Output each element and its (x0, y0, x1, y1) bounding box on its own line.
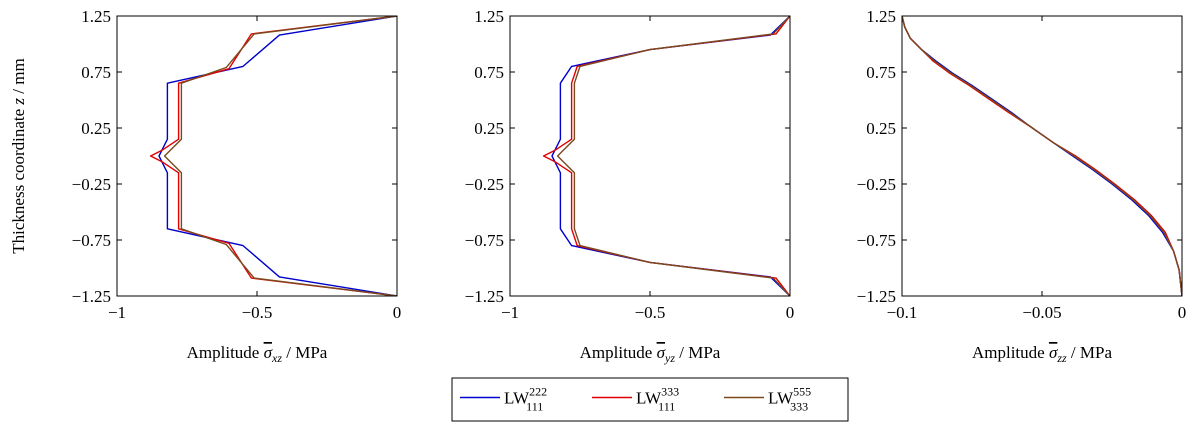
y-tick-label: −0.75 (857, 231, 896, 250)
series-line-lw222 (158, 16, 397, 296)
y-tick-label: 0.25 (474, 119, 504, 138)
x-tick-label: 0 (786, 303, 795, 322)
x-tick-label: 0 (1178, 303, 1187, 322)
y-tick-label: 1.25 (474, 7, 504, 26)
legend-box (451, 377, 849, 422)
y-tick-label: 1.25 (81, 7, 111, 26)
x-axis-label: Amplitude σyz / MPa (580, 343, 721, 365)
y-tick-label: −0.25 (857, 175, 896, 194)
series-line-lw333 (149, 16, 397, 296)
x-tick-label: −0.1 (887, 303, 918, 322)
y-tick-label: 0.25 (81, 119, 111, 138)
x-axis-label: Amplitude σxz / MPa (187, 343, 328, 365)
legend-label: LW555 333 (768, 385, 811, 414)
legend-entry-lw333: LW333 111 (592, 385, 679, 414)
legend-entry-lw555: LW555 333 (724, 385, 811, 414)
y-tick-label: −0.25 (72, 175, 111, 194)
plots: −1 −0.5 0 1.25 0.75 0.25 −0.25 −0.75 −1.25 Amplit… (9, 7, 1186, 365)
series-line-lw222 (902, 16, 1182, 296)
y-tick-label: −1.25 (72, 287, 111, 306)
series-line-lw333 (902, 16, 1182, 296)
y-tick-label: −0.25 (465, 175, 504, 194)
x-tick-label: −1 (108, 303, 126, 322)
panel-3: −0.1 −0.05 0 1.25 0.75 0.25 −0.25 −0.75 −1.25 Amp… (857, 7, 1187, 365)
series-line-lw555 (163, 16, 397, 296)
x-tick-label: −0.5 (635, 303, 666, 322)
y-tick-label: 0.75 (81, 63, 111, 82)
y-tick-label: −1.25 (465, 287, 504, 306)
y-tick-label: −0.75 (72, 231, 111, 250)
y-axis-label: Thickness coordinate z / mm (9, 58, 28, 253)
x-tick-label: 0 (393, 303, 402, 322)
x-axis-label: Amplitude σzz / MPa (972, 343, 1112, 365)
legend-entry-lw222: LW222 111 (460, 385, 547, 414)
legend: LW222 111 LW333 111 LW555 333 (451, 377, 849, 422)
series-line-lw555 (902, 16, 1182, 296)
series-line-lw222 (551, 16, 790, 296)
y-tick-label: 0.75 (866, 63, 896, 82)
legend-label: LW333 111 (636, 385, 679, 414)
x-tick-label: −1 (501, 303, 519, 322)
series-line-lw333 (542, 16, 790, 296)
x-tick-label: −0.05 (1022, 303, 1061, 322)
panel-1: −1 −0.5 0 1.25 0.75 0.25 −0.25 −0.75 −1.25 Amplit… (9, 7, 401, 365)
series-line-lw555 (556, 16, 790, 296)
y-tick-label: 0.25 (866, 119, 896, 138)
y-tick-label: 1.25 (866, 7, 896, 26)
legend-label: LW222 111 (504, 385, 547, 414)
y-tick-label: −0.75 (465, 231, 504, 250)
x-tick-label: −0.5 (242, 303, 273, 322)
y-tick-label: −1.25 (857, 287, 896, 306)
plot-frame (901, 15, 1183, 297)
y-tick-label: 0.75 (474, 63, 504, 82)
panel-2: −1 −0.5 0 1.25 0.75 0.25 −0.25 −0.75 −1.25 Amplit… (465, 7, 795, 365)
